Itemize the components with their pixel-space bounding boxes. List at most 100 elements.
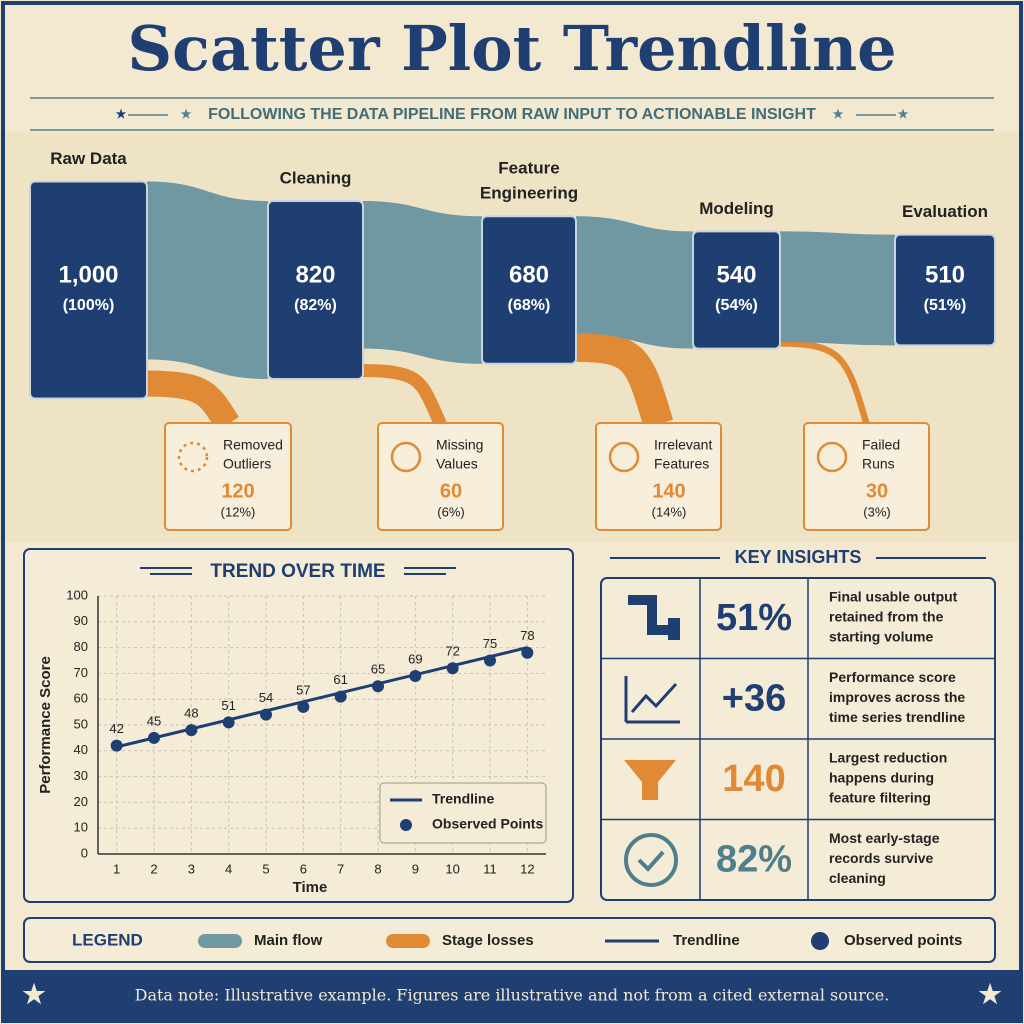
star: ★ [978,979,1002,1009]
footer-band [4,970,1020,1020]
loss-label: Irrelevant [654,437,712,453]
legend-label: Stage losses [442,932,534,949]
insight-text: Final usable output [829,589,958,605]
stage-name: Evaluation [902,202,988,221]
stage-name: Modeling [699,199,774,218]
title-ornament [140,567,456,575]
y-tick-label: 90 [74,613,88,628]
insight-text: happens during [829,770,934,786]
legend-label: Observed points [844,932,962,949]
stage-name: Cleaning [280,169,352,188]
x-tick-label: 12 [520,861,534,876]
main-flow [576,216,693,349]
x-tick-label: 6 [300,861,307,876]
insight-value: 140 [722,758,785,800]
loss-icon [608,441,640,473]
x-tick-label: 7 [337,861,344,876]
main-flow [363,201,482,364]
insight-text: cleaning [829,870,886,886]
y-tick-label: 100 [66,587,88,602]
x-tick-label: 11 [483,861,497,876]
point [446,662,459,675]
stage-name: Feature [498,159,559,178]
loss-icon [816,441,848,473]
main-flow [780,231,895,346]
insight-value: 82% [716,839,792,881]
legend-label: Main flow [254,932,323,949]
loss-flow [775,340,870,425]
loss-label: Values [436,456,478,472]
x-tick-label: 8 [374,861,381,876]
loss-label: Features [654,456,709,472]
chart-title: TREND OVER TIME [210,561,385,582]
legend-label: Trendline [432,791,494,807]
main-flow [147,181,268,379]
data-label: 48 [184,706,198,721]
loss-icon [390,441,422,473]
loss-label: Removed [223,437,283,453]
loss-percent: (12%) [221,504,256,519]
y-tick-label: 30 [74,768,88,783]
insight-text: feature filtering [829,790,931,806]
loss-box [803,422,930,531]
stage-percent: (100%) [63,297,115,314]
point [148,731,160,744]
data-label: 65 [371,662,385,677]
point [185,724,198,737]
loss-percent: (3%) [863,504,890,519]
loss-label: Missing [436,437,483,453]
stage-percent: (82%) [294,297,337,314]
footer-note: Data note: Illustrative example. Figures… [135,986,890,1005]
point [409,669,422,682]
legend: Main flow Stage losses Trendline Observed p… [198,932,962,950]
loss-value: 120 [221,480,254,502]
stage-name: Raw Data [50,149,127,168]
point [222,716,235,729]
point [297,700,310,713]
pipeline: 1,000 (100%) Raw Data 820 (82%) Cleaning 680 (6… [29,149,996,531]
insight-value: +36 [722,678,786,720]
x-tick-label: 3 [188,861,195,876]
legend-swatch [400,819,412,831]
legend-swatch [198,934,242,948]
legend-swatch [386,934,430,948]
insight-text: records survive [829,850,933,866]
stage-value: 1,000 [58,261,118,288]
legend-bar [23,917,996,963]
stage-percent: (51%) [924,297,967,314]
star: ★ [22,979,46,1009]
stage-value: 540 [716,261,756,288]
loss-value: 60 [440,480,462,502]
star: ★ [116,107,127,121]
y-tick-label: 60 [74,691,88,706]
stage-box [894,233,996,347]
data-label: 69 [408,651,422,666]
stage-name: Engineering [480,184,578,203]
y-tick-label: 80 [74,639,88,654]
x-tick-label: 5 [262,861,269,876]
star: ★ [181,107,192,121]
point [521,646,534,659]
stage-box [267,200,364,380]
trendline [116,646,528,749]
legend-label: Trendline [673,932,740,949]
insight-text: Performance score [829,669,956,685]
loss-icon [177,441,209,473]
data-label: 51 [221,698,235,713]
loss-box [164,422,292,531]
star: ★ [833,107,844,121]
loss-value: 140 [652,480,685,502]
x-tick-label: 4 [225,861,232,876]
title: Scatter Plot Trendline [127,12,896,85]
insight-text: Most early-stage [829,830,940,846]
loss-value: 30 [866,480,888,502]
y-tick-label: 40 [74,742,88,757]
insight-text: Largest reduction [829,750,947,766]
loss-label: Outliers [223,456,271,472]
chart-legend [379,782,547,844]
x-tick-label: 9 [412,861,419,876]
legend-title: LEGEND [72,930,143,949]
x-tick-label: 1 [113,861,120,876]
point [260,708,272,721]
